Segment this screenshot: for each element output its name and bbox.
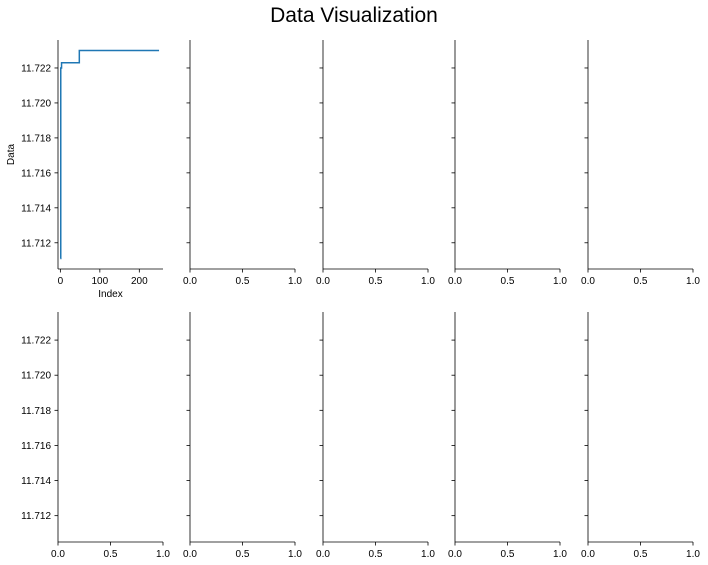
x-tick-label: 0.5 <box>634 549 648 560</box>
y-tick-label: 11.718 <box>21 133 51 144</box>
data-series-line <box>60 49 160 260</box>
x-tick-label: 0.5 <box>501 276 515 287</box>
x-tick-label: 200 <box>131 276 148 287</box>
x-tick-label: 0.5 <box>369 276 383 287</box>
y-axis-label: Data <box>6 144 17 166</box>
x-tick-label: 0.5 <box>501 549 515 560</box>
x-tick-label: 1.0 <box>686 549 700 560</box>
x-tick-label: 0.5 <box>369 549 383 560</box>
x-tick-label: 0.0 <box>581 276 595 287</box>
y-tick-label: 11.716 <box>21 168 51 179</box>
x-tick-label: 1.0 <box>421 549 435 560</box>
x-tick-label: 1.0 <box>686 276 700 287</box>
y-tick-label: 11.718 <box>21 406 51 417</box>
y-tick-label: 11.712 <box>21 511 51 522</box>
x-tick-label: 0 <box>58 276 64 287</box>
x-tick-label: 1.0 <box>421 276 435 287</box>
x-tick-label: 0.0 <box>448 276 462 287</box>
y-tick-label: 11.714 <box>21 476 51 487</box>
x-tick-label: 0.5 <box>634 276 648 287</box>
x-tick-label: 0.5 <box>236 276 250 287</box>
x-tick-label: 1.0 <box>553 276 567 287</box>
y-tick-label: 11.714 <box>21 203 51 214</box>
x-tick-label: 1.0 <box>156 549 170 560</box>
figure-title: Data Visualization <box>270 4 438 27</box>
x-tick-label: 0.0 <box>183 549 197 560</box>
x-tick-label: 0.0 <box>51 549 65 560</box>
x-tick-label: 0.0 <box>183 276 197 287</box>
x-tick-label: 1.0 <box>288 276 302 287</box>
x-tick-label: 100 <box>91 276 108 287</box>
x-tick-label: 0.0 <box>448 549 462 560</box>
x-tick-label: 1.0 <box>288 549 302 560</box>
y-tick-label: 11.722 <box>21 336 51 347</box>
x-tick-label: 0.0 <box>316 276 330 287</box>
y-tick-label: 11.720 <box>21 98 51 109</box>
x-tick-label: 0.5 <box>236 549 250 560</box>
x-axis-label: Index <box>98 289 122 300</box>
x-tick-label: 0.0 <box>581 549 595 560</box>
x-tick-label: 0.0 <box>316 549 330 560</box>
x-tick-label: 0.5 <box>104 549 118 560</box>
y-tick-label: 11.712 <box>21 238 51 249</box>
x-tick-label: 1.0 <box>553 549 567 560</box>
y-tick-label: 11.722 <box>21 63 51 74</box>
y-tick-label: 11.716 <box>21 441 51 452</box>
y-tick-label: 11.720 <box>21 371 51 382</box>
